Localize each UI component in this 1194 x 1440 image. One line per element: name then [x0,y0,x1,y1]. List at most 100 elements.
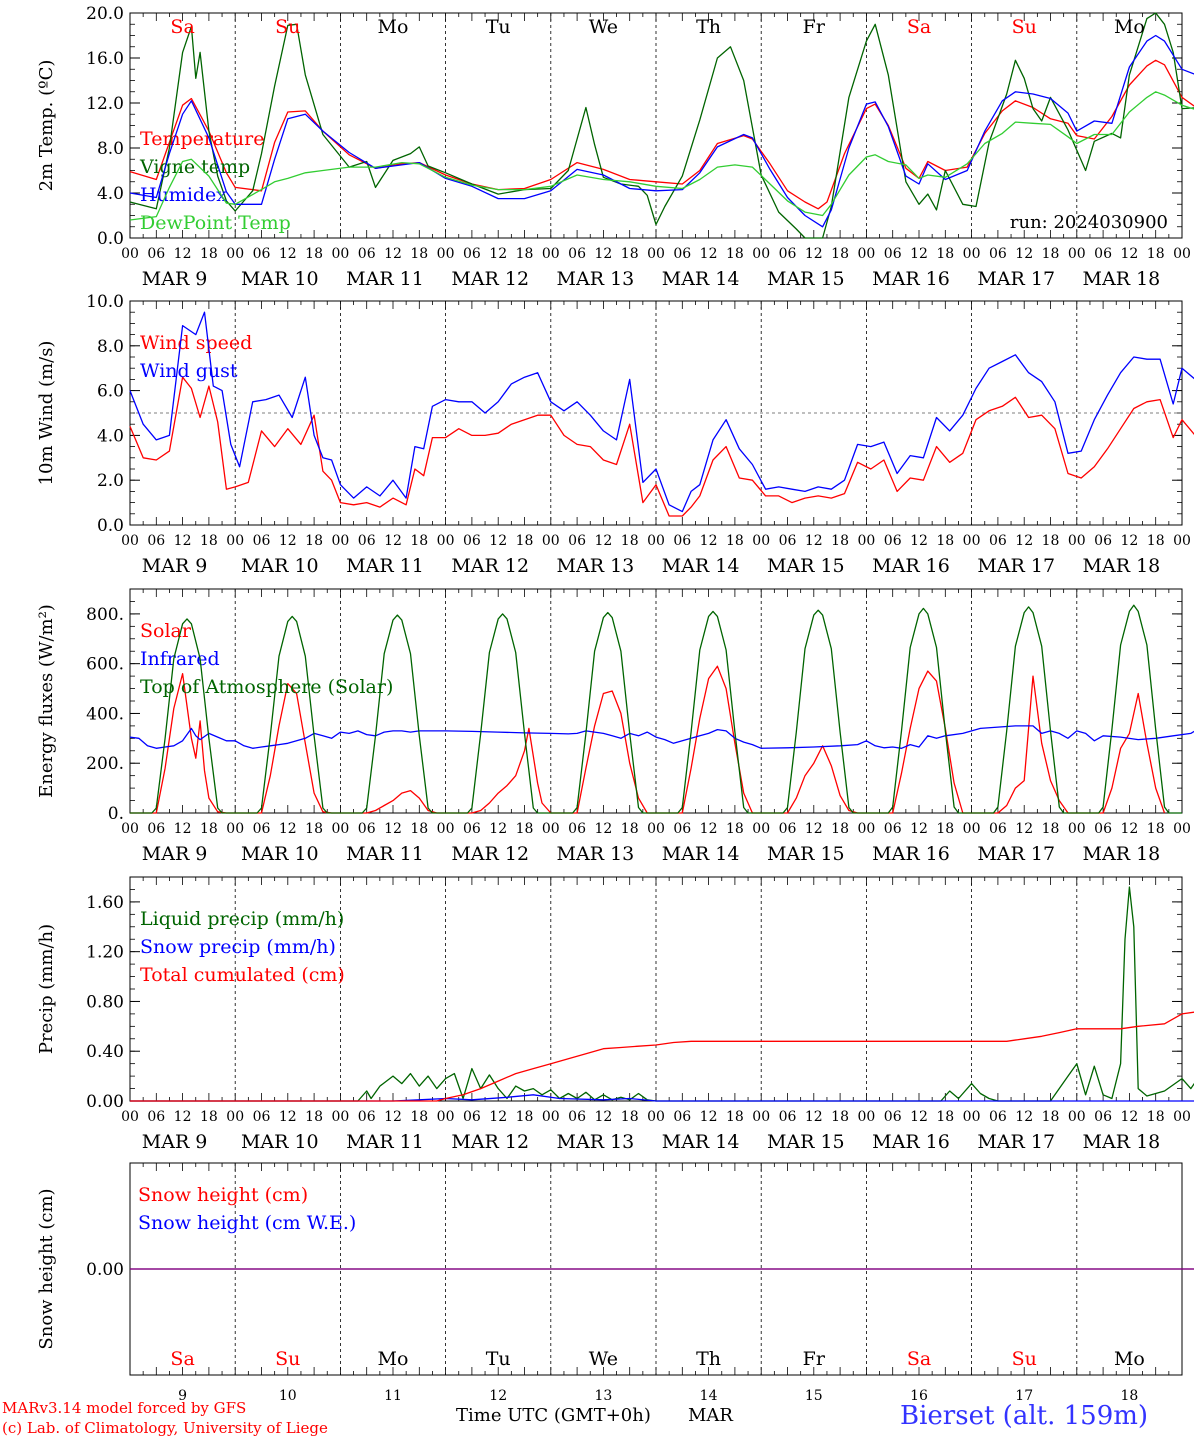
hour-tick-label: 12 [489,821,507,837]
y-tick-label: 8.0 [97,139,124,159]
y-tick-label: 1.20 [86,943,124,963]
legend-entry: Wind speed [140,332,252,354]
hour-tick-label: 06 [253,246,271,262]
y-tick-label: 16.0 [86,49,124,69]
date-label: MAR 18 [1083,268,1161,290]
series-line [129,725,1194,749]
hour-tick-label: 12 [489,533,507,549]
y-tick-label: 4.0 [97,426,124,446]
hour-tick-label: 00 [647,1109,665,1125]
hour-tick-label: 18 [936,246,954,262]
y-tick-label: 600. [86,655,124,675]
hour-tick-label: 12 [910,1109,928,1125]
hour-tick-label: 00 [121,821,139,837]
hour-tick-label: 18 [726,1109,744,1125]
weekday-label: We [589,1348,618,1370]
hour-tick-label: 00 [857,821,875,837]
date-label: MAR 9 [142,268,208,290]
date-label: MAR 10 [241,843,319,865]
hour-tick-label: 06 [1094,533,1112,549]
date-label: MAR 10 [241,268,319,290]
day-number-label: 14 [700,1388,718,1404]
hour-tick-label: 18 [726,533,744,549]
series-line [130,1094,1194,1102]
day-number-label: 9 [178,1388,187,1404]
model-credit: MARv3.14 model forced by GFS [2,1399,247,1417]
y-tick-label: 1.60 [86,893,124,913]
hour-tick-label: 00 [1173,821,1191,837]
y-tick-label: 8.0 [97,337,124,357]
date-label: MAR 15 [767,268,845,290]
hour-tick-label: 18 [831,246,849,262]
date-label: MAR 15 [767,555,845,577]
series-line [130,604,1182,814]
y-tick-label: 2.0 [97,471,124,491]
date-label: MAR 14 [662,268,740,290]
copyright-credit: (c) Lab. of Climatology, University of L… [2,1419,328,1437]
hour-tick-label: 12 [384,246,402,262]
hour-tick-label: 18 [410,246,428,262]
date-label: MAR 13 [557,1131,635,1153]
panel-temp: 0.0 4.0 8.0 12.0 16.0 20.0 2m Temp. (ºC) Temper… [36,4,1194,290]
weekday-label: Su [275,1348,300,1370]
hour-tick-label: 06 [147,821,165,837]
date-label: MAR 14 [662,555,740,577]
y-tick-label: 20.0 [86,4,124,24]
hour-tick-label: 18 [200,1109,218,1125]
day-number-label: 13 [594,1388,612,1404]
hour-tick-label: 18 [200,246,218,262]
hour-tick-label: 00 [542,246,560,262]
hour-tick-label: 06 [779,246,797,262]
weekday-label: Su [1012,1348,1037,1370]
hour-tick-label: 06 [147,246,165,262]
hour-tick-label: 12 [700,1109,718,1125]
y-tick-label: 800. [86,605,124,625]
hour-tick-label: 00 [647,533,665,549]
date-label: MAR 16 [872,268,950,290]
hour-tick-label: 00 [647,821,665,837]
date-label: MAR 13 [557,555,635,577]
hour-tick-label: 00 [857,246,875,262]
weekday-label: Fr [803,1348,826,1370]
weekday-label: Fr [803,16,826,38]
weekday-label: Th [696,1348,721,1370]
y-tick-label: 10.0 [86,292,124,312]
y-tick-label: 400. [86,704,124,724]
y-tick-label: 0.00 [86,1092,124,1112]
hour-tick-label: 18 [1042,533,1060,549]
legend-entry: DewPoint Temp [140,212,291,234]
hour-tick-label: 00 [121,1109,139,1125]
weekday-label: Tu [486,16,511,38]
hour-tick-label: 18 [516,533,534,549]
hour-tick-label: 06 [673,533,691,549]
hour-tick-label: 18 [200,533,218,549]
y-tick-label: 0.0 [97,229,124,249]
hour-tick-label: 06 [989,1109,1007,1125]
y-tick-label: 12.0 [86,94,124,114]
hour-tick-label: 18 [516,821,534,837]
date-label: MAR 17 [977,1131,1055,1153]
date-label: MAR 13 [557,268,635,290]
weekday-label: Mo [1114,1348,1145,1370]
hour-tick-label: 18 [305,821,323,837]
weekday-label: Tu [486,1348,511,1370]
hour-tick-label: 00 [963,246,981,262]
hour-tick-label: 06 [779,821,797,837]
hour-tick-label: 18 [410,821,428,837]
date-label: MAR 17 [977,555,1055,577]
hour-tick-label: 12 [1015,533,1033,549]
day-number-label: 18 [1120,1388,1138,1404]
hour-tick-label: 00 [542,1109,560,1125]
hour-tick-label: 18 [726,821,744,837]
legend-entry: Temperature [140,128,264,150]
hour-tick-label: 06 [253,821,271,837]
hour-tick-label: 06 [147,1109,165,1125]
date-label: MAR 11 [346,555,424,577]
hour-tick-label: 18 [516,1109,534,1125]
hour-tick-label: 06 [568,533,586,549]
hour-tick-label: 18 [200,821,218,837]
hour-tick-label: 06 [1094,246,1112,262]
hour-tick-label: 00 [437,246,455,262]
date-label: MAR 9 [142,1131,208,1153]
series-line [130,1011,1194,1102]
